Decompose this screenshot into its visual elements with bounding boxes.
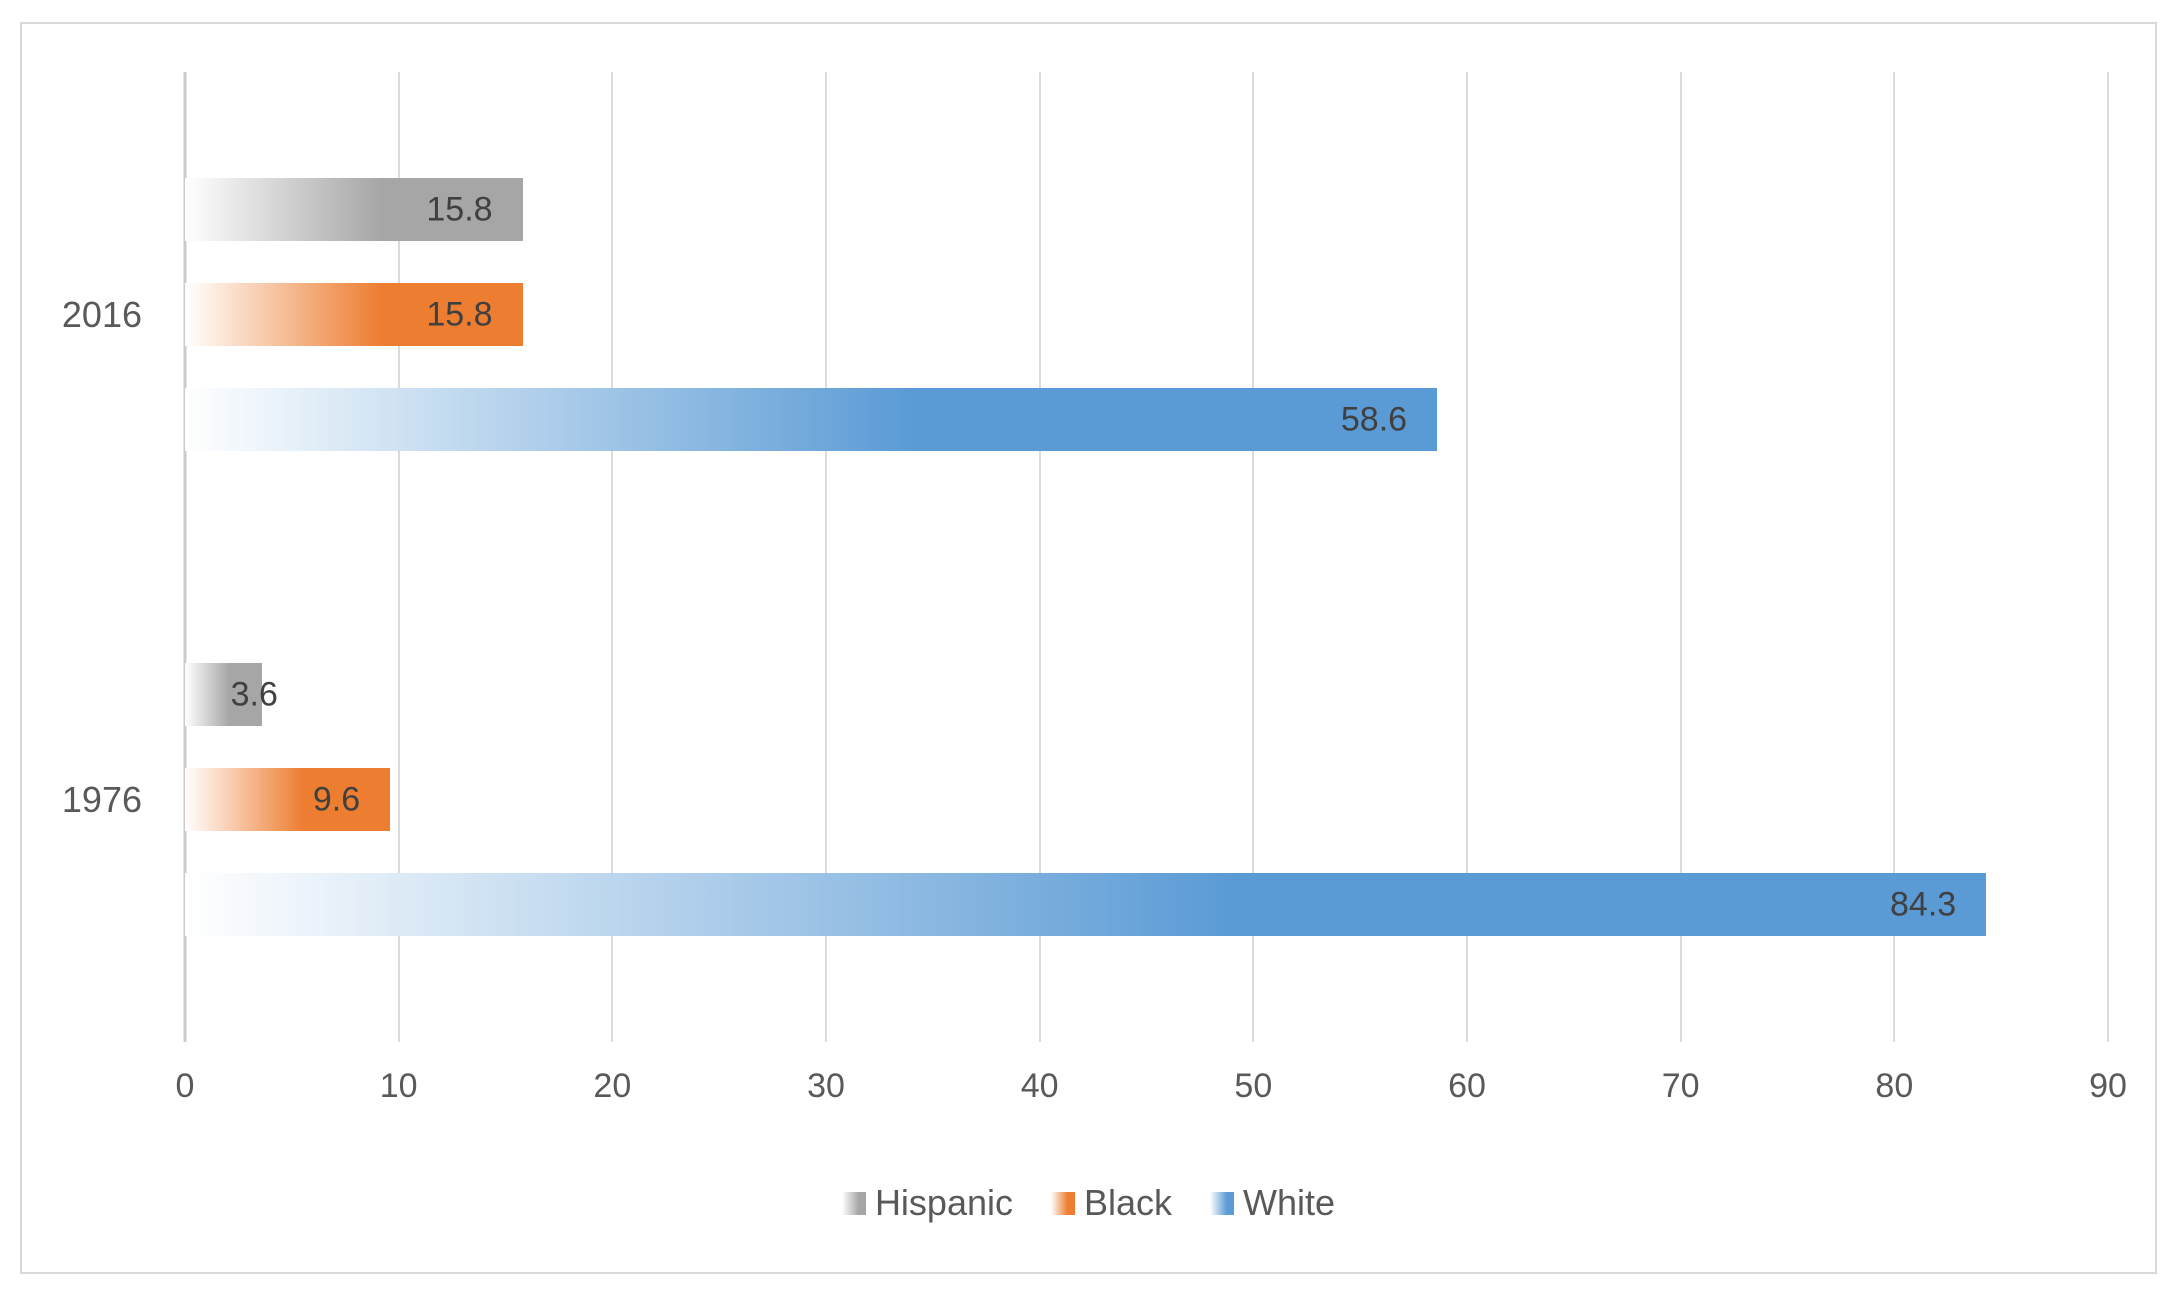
value-label-2016-black: 15.8 [426, 295, 493, 333]
x-tick-label-40: 40 [1020, 1067, 1059, 1105]
plot-area: 15.8 15.8 58.6 3.6 9.6 84.3 [183, 72, 2109, 1042]
category-axis: 2016 1976 [22, 72, 142, 1042]
legend-marker-black-icon [1051, 1191, 1075, 1215]
legend-marker-white-icon [1210, 1191, 1235, 1215]
x-tick-label-90: 90 [2089, 1067, 2127, 1105]
legend: Hispanic Black White [22, 1180, 2155, 1226]
x-tick-label-80: 80 [1875, 1067, 1914, 1105]
gridline-90 [2107, 72, 2109, 1042]
x-tick-label-60: 60 [1448, 1067, 1486, 1105]
x-tick-label-30: 30 [807, 1067, 845, 1105]
bar-2016-black: 15.8 [185, 283, 523, 346]
bar-1976-white: 84.3 [185, 873, 1987, 936]
axis-zero-line [183, 72, 187, 1042]
x-tick-label-20: 20 [593, 1067, 632, 1105]
category-label-1976: 1976 [61, 779, 142, 820]
value-axis: 0 10 20 30 40 50 60 70 80 90 [176, 1064, 2127, 1108]
legend-label-hispanic: Hispanic [874, 1182, 1013, 1223]
gridline-60 [1465, 72, 1468, 1042]
legend-item-white: White [1210, 1182, 1335, 1224]
x-tick-label-0: 0 [175, 1067, 195, 1105]
x-tick-label-70: 70 [1661, 1067, 1700, 1105]
legend-item-hispanic: Hispanic [841, 1182, 1013, 1224]
bar-1976-hispanic: 3.6 [185, 663, 278, 726]
gridline-30 [824, 72, 827, 1042]
gridline-80 [1893, 72, 1896, 1042]
value-label-2016-white: 58.6 [1340, 400, 1408, 438]
value-label-1976-hispanic: 3.6 [230, 675, 278, 713]
bar-1976-black: 9.6 [185, 768, 391, 831]
x-tick-label-10: 10 [379, 1067, 418, 1105]
gridline-50 [1252, 72, 1255, 1042]
gridline-10 [397, 72, 400, 1042]
bar-2016-hispanic: 15.8 [185, 178, 523, 241]
chart-frame: 15.8 15.8 58.6 3.6 9.6 84.3 2016 1976 0 10 20 30 4… [20, 22, 2157, 1274]
gridline-70 [1679, 72, 1682, 1042]
legend-marker-hispanic-icon [841, 1191, 866, 1215]
gridline-40 [1038, 72, 1041, 1042]
gridline-20 [611, 72, 614, 1042]
value-label-1976-white: 84.3 [1890, 885, 1957, 923]
legend-label-black: Black [1084, 1182, 1173, 1223]
value-label-1976-black: 9.6 [312, 780, 361, 818]
x-tick-label-50: 50 [1234, 1067, 1273, 1105]
category-label-2016: 2016 [61, 294, 142, 335]
bar-2016-white: 58.6 [185, 388, 1438, 451]
legend-label-white: White [1243, 1182, 1336, 1223]
value-label-2016-hispanic: 15.8 [426, 190, 493, 228]
legend-item-black: Black [1051, 1182, 1172, 1224]
